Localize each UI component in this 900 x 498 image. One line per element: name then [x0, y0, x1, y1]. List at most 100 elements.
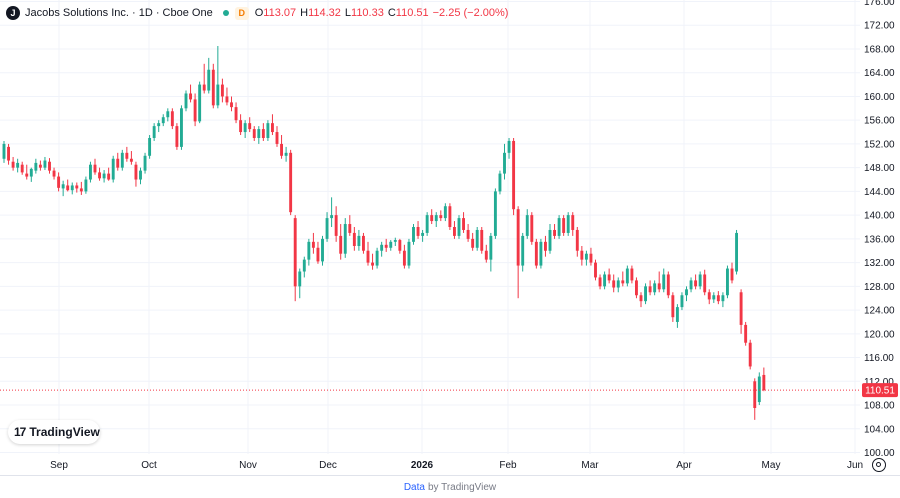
- y-tick-label: 148.00: [864, 163, 895, 174]
- candle: [20, 161, 24, 175]
- candle: [84, 176, 88, 194]
- candle: [289, 149, 293, 216]
- candle: [25, 164, 29, 180]
- candle: [280, 135, 283, 159]
- candle: [11, 156, 15, 171]
- candle: [603, 271, 607, 290]
- candle: [380, 241, 384, 257]
- candle: [562, 215, 566, 236]
- candle: [371, 253, 374, 270]
- candle: [757, 372, 761, 406]
- candle: [707, 289, 711, 305]
- candle: [571, 212, 575, 236]
- chart-settings-gear-icon[interactable]: [872, 458, 886, 472]
- last-price-badge: [862, 383, 898, 398]
- y-tick-label: 152.00: [864, 139, 895, 150]
- candle: [180, 105, 183, 150]
- candle: [7, 143, 10, 165]
- candle: [248, 117, 252, 133]
- candle: [75, 182, 79, 193]
- delayed-badge: D: [234, 6, 249, 20]
- candle: [275, 126, 279, 147]
- y-tick-label: 160.00: [864, 92, 895, 103]
- y-tick-label: 108.00: [864, 401, 895, 412]
- candle: [307, 238, 311, 266]
- candle: [316, 241, 320, 264]
- data-link[interactable]: Data: [403, 481, 425, 493]
- candle: [120, 149, 124, 171]
- candle: [34, 158, 38, 174]
- candle: [166, 108, 170, 122]
- candle: [635, 277, 638, 299]
- candle: [357, 229, 361, 251]
- candle: [107, 167, 111, 181]
- candle: [225, 87, 229, 106]
- candle: [753, 378, 757, 420]
- candle: [712, 292, 716, 303]
- candle: [685, 286, 688, 302]
- x-tick-label: Dec: [319, 460, 337, 471]
- chart-legend: J Jacobs Solutions Inc. · 1D · Cboe One …: [6, 4, 508, 22]
- candle: [234, 102, 238, 124]
- candle: [598, 274, 602, 290]
- candle: [575, 227, 579, 257]
- candle: [52, 167, 56, 180]
- candle: [143, 152, 147, 174]
- candle: [653, 280, 657, 296]
- candle: [412, 224, 415, 245]
- y-tick-label: 116.00: [864, 353, 894, 364]
- close-label: C: [387, 7, 396, 19]
- candle: [662, 268, 666, 293]
- candle: [298, 268, 302, 299]
- candle: [680, 292, 684, 311]
- candle: [616, 277, 620, 293]
- candle: [389, 240, 393, 251]
- candle: [644, 283, 647, 305]
- candle: [193, 93, 197, 127]
- x-tick-label: Oct: [141, 460, 157, 471]
- y-tick-label: 132.00: [864, 258, 895, 269]
- candle: [498, 170, 502, 195]
- candle: [139, 167, 142, 185]
- candle: [93, 158, 97, 175]
- candle: [61, 180, 65, 197]
- price-chart[interactable]: 100.00 104.00 108.00 112.00 116.00 120.00 124.…: [0, 0, 900, 476]
- high-value: 114.32: [308, 7, 341, 19]
- candle: [694, 274, 698, 290]
- last-price-label: 110.51: [865, 386, 895, 397]
- candle: [730, 262, 734, 284]
- candle: [548, 224, 552, 254]
- candle: [89, 161, 92, 183]
- candle: [384, 238, 388, 252]
- candle: [339, 224, 343, 260]
- candle: [457, 215, 461, 239]
- tradingview-logo[interactable]: 17 TradingView: [8, 420, 100, 444]
- y-tick-label: 172.00: [864, 21, 895, 32]
- open-label: O: [254, 7, 264, 19]
- y-tick-label: 124.00: [864, 306, 895, 317]
- candle: [184, 90, 188, 112]
- candle: [148, 135, 152, 159]
- y-tick-label: 168.00: [864, 44, 895, 55]
- jacobs-j-logo-icon: J: [6, 6, 20, 20]
- symbol-title[interactable]: Jacobs Solutions Inc. · 1D · Cboe One: [25, 7, 213, 19]
- x-tick-label: Jun: [847, 460, 863, 471]
- candle: [521, 232, 525, 272]
- candle: [211, 63, 215, 109]
- chart-area[interactable]: 100.00 104.00 108.00 112.00 116.00 120.00 124.…: [0, 0, 900, 476]
- x-tick-label: Nov: [239, 460, 257, 471]
- candle: [439, 210, 443, 222]
- candle: [657, 271, 661, 293]
- candle: [98, 167, 101, 181]
- candle: [475, 227, 479, 251]
- candle: [129, 151, 133, 165]
- y-tick-label: 176.00: [864, 0, 895, 8]
- candle: [416, 221, 420, 239]
- candle: [66, 179, 70, 192]
- candle: [525, 209, 529, 239]
- candle: [16, 158, 20, 173]
- candle: [266, 120, 270, 141]
- candle: [648, 280, 652, 296]
- candle: [703, 269, 707, 296]
- candle: [698, 271, 702, 290]
